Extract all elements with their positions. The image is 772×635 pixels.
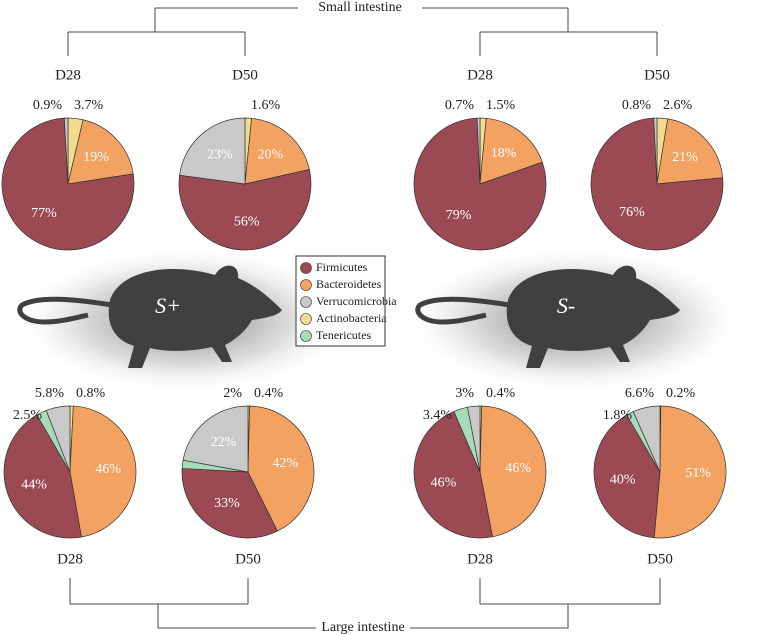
slice-label: 44% (21, 477, 47, 492)
mouse (415, 265, 680, 368)
pie-title: D50 (235, 551, 261, 567)
legend-label: Firmicutes (316, 260, 368, 274)
slice-label: 46% (505, 461, 531, 476)
pie-slice (69, 405, 137, 538)
pie-slice (178, 169, 312, 251)
legend-label: Verrucomicrobia (316, 294, 397, 308)
group-label: S- (557, 293, 575, 318)
pie-slice (476, 117, 481, 185)
group-label: S+ (155, 293, 181, 318)
pie-title: D50 (644, 67, 670, 83)
slice-label: 18% (491, 146, 517, 161)
section-label: Large intestine (321, 620, 404, 635)
bracket-bottom (69, 578, 661, 629)
slice-label: 79% (446, 208, 472, 223)
pie-slice (63, 117, 69, 185)
pie-slice (467, 405, 481, 473)
slice-label: 0.4% (254, 386, 284, 401)
slice-label: 20% (258, 148, 284, 163)
legend-swatch (300, 279, 312, 291)
pie-slice (413, 117, 547, 251)
slice-label: 0.4% (486, 386, 516, 401)
pie-title: D28 (55, 67, 81, 83)
slice-label: 42% (273, 456, 299, 471)
pie-title: D28 (57, 551, 83, 567)
slice-label: 5.8% (35, 386, 65, 401)
pie-title: D50 (647, 551, 673, 567)
pie-slice (45, 405, 71, 473)
slice-label: 46% (95, 462, 121, 477)
legend-label: Actinobacteria (316, 311, 387, 325)
slice-label: 0.8% (76, 386, 106, 401)
pie-slice (3, 414, 82, 539)
pie-title: D50 (232, 67, 258, 83)
pie-title: D28 (467, 551, 493, 567)
section-label: Small intestine (318, 0, 402, 15)
legend-swatch (300, 296, 312, 308)
pie-slice (181, 468, 278, 539)
slice-label: 76% (619, 205, 645, 220)
pie-slice (413, 410, 493, 539)
legend-swatch (300, 330, 312, 342)
pie-slice (179, 117, 246, 185)
slice-label: 1.5% (486, 98, 516, 113)
slice-label: 23% (207, 147, 233, 162)
slice-label: 1.6% (251, 98, 281, 113)
slice-label: 51% (685, 466, 711, 481)
pie-slice (182, 405, 249, 473)
pie-slice (653, 117, 658, 185)
slice-label: 2.6% (663, 98, 693, 113)
slice-label: 22% (211, 435, 237, 450)
slice-label: 3% (455, 386, 474, 401)
slice-label: 2.5% (13, 408, 43, 423)
bracket-top (67, 7, 658, 56)
slice-label: 6.6% (625, 386, 655, 401)
pie-slice (593, 414, 661, 539)
legend-swatch (300, 262, 312, 274)
legend-label: Bacteroidetes (316, 277, 382, 291)
pie-slice (632, 405, 661, 473)
slice-label: 1.8% (603, 408, 633, 423)
pie-slice (653, 405, 727, 539)
slice-label: 0.9% (33, 98, 63, 113)
pie-title: D28 (467, 67, 493, 83)
slice-label: 33% (214, 496, 240, 511)
slice-label: 21% (672, 150, 698, 165)
slice-label: 0.7% (445, 98, 475, 113)
pie-slice (479, 405, 547, 538)
slice-label: 0.8% (622, 98, 652, 113)
pie-slice (656, 118, 724, 185)
mouse (17, 265, 282, 368)
slice-label: 2% (223, 386, 242, 401)
slice-label: 40% (610, 473, 636, 488)
pie-slice (244, 117, 310, 185)
legend-label: Tenericutes (316, 328, 371, 342)
pie-slice (247, 405, 315, 532)
pie-slice (1, 117, 135, 251)
slice-label: 19% (83, 150, 109, 165)
legend-swatch (300, 313, 312, 325)
slice-label: 77% (31, 206, 57, 221)
slice-label: 56% (234, 214, 260, 229)
slice-label: 3.7% (74, 98, 104, 113)
slice-label: 46% (431, 475, 457, 490)
slice-label: 3.4% (423, 408, 453, 423)
pie-slice (67, 119, 134, 185)
slice-label: 0.2% (666, 386, 696, 401)
